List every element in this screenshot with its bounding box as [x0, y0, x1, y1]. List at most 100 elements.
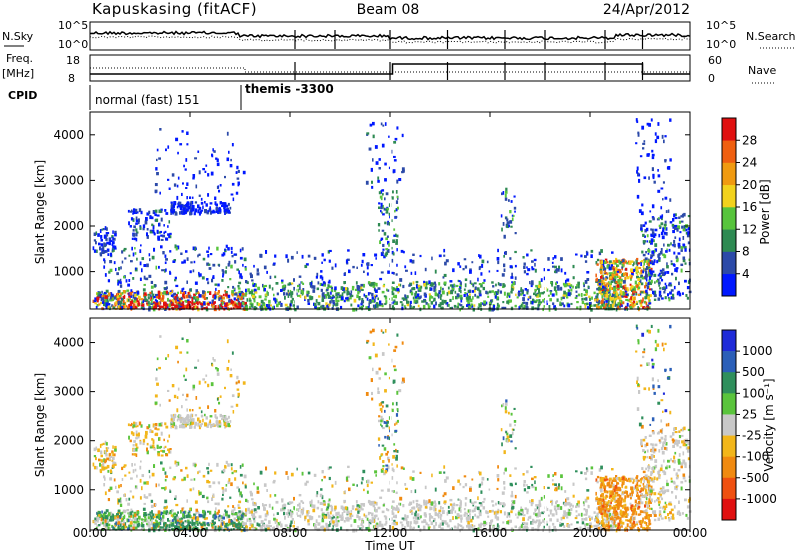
data-cell: [416, 520, 419, 523]
data-cell: [273, 518, 276, 521]
data-cell: [687, 297, 689, 300]
data-cell: [590, 254, 592, 258]
data-cell: [164, 500, 167, 504]
data-cell: [576, 521, 579, 523]
data-cell: [135, 448, 137, 452]
data-cell: [334, 286, 337, 290]
data-cell: [263, 304, 266, 307]
data-cell: [646, 228, 648, 231]
data-cell: [412, 287, 415, 290]
data-cell: [157, 358, 159, 361]
data-cell: [483, 300, 486, 303]
data-cell: [214, 511, 216, 515]
data-cell: [222, 275, 224, 277]
data-cell: [217, 186, 219, 189]
data-cell: [132, 496, 134, 499]
data-cell: [166, 510, 168, 513]
data-cell: [166, 291, 168, 294]
data-cell: [239, 513, 241, 516]
data-cell: [479, 283, 482, 285]
data-cell: [416, 281, 419, 283]
data-cell: [569, 509, 571, 511]
data-cell: [361, 300, 363, 303]
data-cell: [681, 221, 684, 223]
data-cell: [123, 250, 125, 252]
data-cell: [521, 524, 523, 528]
data-cell: [312, 509, 315, 513]
data-cell: [343, 291, 345, 294]
data-cell: [321, 508, 323, 511]
data-cell: [240, 257, 243, 260]
data-cell: [105, 453, 107, 456]
data-cell: [632, 305, 634, 308]
data-cell: [216, 292, 218, 295]
data-cell: [450, 511, 453, 514]
data-cell: [215, 305, 217, 308]
data-cell: [418, 525, 420, 528]
data-cell: [226, 266, 228, 269]
data-cell: [505, 188, 507, 191]
data-cell: [128, 436, 130, 440]
data-cell: [105, 519, 107, 523]
data-cell: [169, 304, 171, 308]
data-cell: [114, 247, 117, 249]
data-cell: [477, 287, 480, 290]
data-cell: [102, 251, 105, 254]
data-cell: [449, 280, 452, 282]
data-cell: [648, 154, 650, 156]
data-cell: [631, 260, 634, 262]
data-cell: [663, 286, 666, 288]
data-cell: [373, 286, 375, 288]
data-cell: [199, 195, 201, 197]
data-cell: [365, 306, 367, 308]
data-cell: [641, 275, 643, 277]
data-cell: [231, 467, 233, 470]
data-cell: [164, 281, 167, 285]
data-cell: [497, 511, 499, 514]
data-cell: [604, 261, 607, 264]
data-cell: [385, 122, 387, 126]
data-cell: [302, 255, 304, 259]
data-cell: [449, 519, 451, 522]
data-cell: [623, 285, 625, 289]
data-cell: [137, 521, 140, 523]
data-cell: [193, 385, 196, 389]
data-cell: [95, 457, 97, 460]
data-cell: [167, 298, 169, 302]
data-cell: [657, 254, 660, 258]
data-cell: [182, 338, 184, 341]
data-cell: [307, 519, 309, 522]
data-cell: [438, 290, 441, 292]
data-cell: [575, 297, 578, 299]
data-cell: [204, 209, 207, 213]
data-cell: [169, 188, 171, 190]
y-tick-label: 4000: [53, 128, 84, 142]
data-cell: [367, 272, 369, 275]
data-cell: [532, 521, 534, 524]
data-cell: [467, 293, 469, 296]
data-cell: [212, 295, 214, 298]
data-cell: [205, 375, 207, 377]
data-cell: [495, 516, 497, 519]
data-cell: [375, 257, 377, 259]
data-cell: [586, 278, 589, 281]
data-cell: [627, 276, 630, 279]
data-cell: [135, 485, 137, 487]
data-cell: [639, 272, 641, 274]
data-cell: [635, 142, 637, 144]
nsearch-label: N.Search: [746, 30, 796, 43]
data-cell: [497, 257, 500, 261]
data-cell: [135, 228, 137, 231]
data-cell: [199, 514, 202, 518]
data-cell: [426, 504, 428, 507]
data-cell: [623, 280, 626, 284]
data-cell: [368, 500, 370, 503]
data-cell: [188, 295, 190, 298]
data-cell: [196, 185, 198, 189]
data-cell: [151, 438, 153, 441]
data-cell: [356, 500, 358, 503]
data-cell: [539, 281, 541, 285]
data-cell: [557, 504, 560, 507]
data-cell: [101, 459, 104, 462]
data-cell: [143, 288, 146, 291]
